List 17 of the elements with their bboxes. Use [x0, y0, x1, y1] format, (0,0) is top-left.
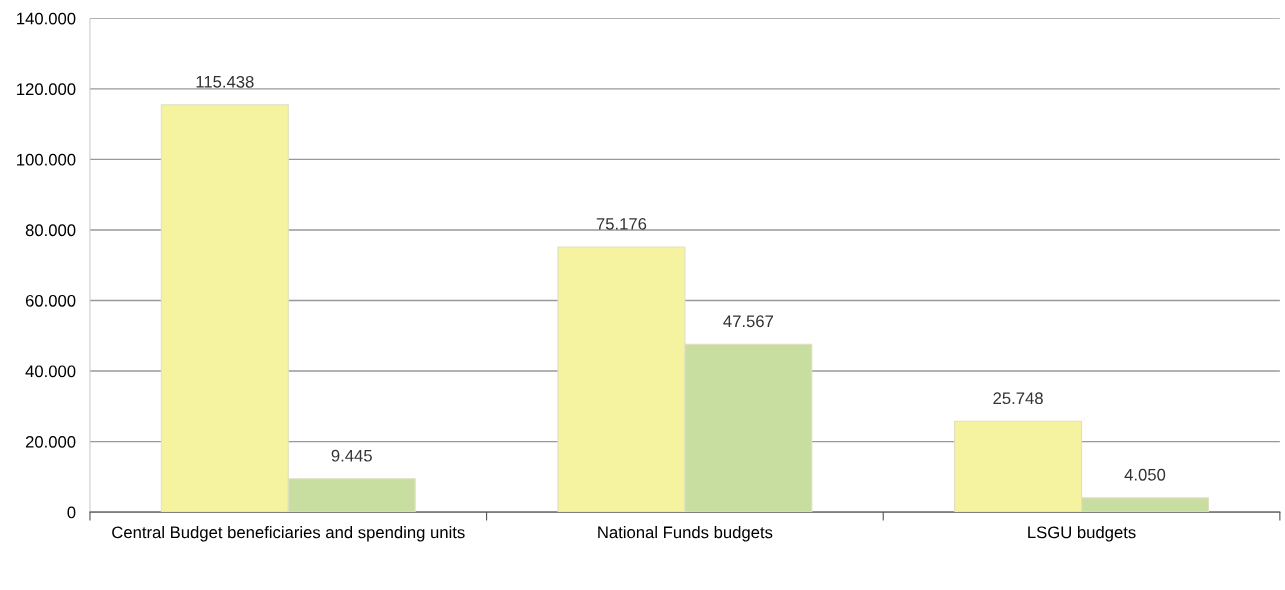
x-tick-label: Central Budget beneficiaries and spending units [112, 526, 465, 542]
x-tick-label: National Funds budgets [598, 526, 773, 542]
y-tick-label: 60.000 [25, 294, 76, 307]
data-label: 25.748 [993, 392, 1043, 405]
y-tick-label: 40.000 [25, 365, 76, 378]
x-tick-label: LSGU budgets [1028, 526, 1136, 542]
data-label: 115.438 [196, 75, 254, 88]
y-tick-label: 0 [67, 506, 76, 519]
y-tick-label: 120.000 [17, 83, 76, 96]
data-label: 4.050 [1124, 468, 1166, 481]
data-label: 9.445 [331, 449, 372, 462]
y-tick-label: 100.000 [17, 153, 76, 166]
y-tick-label: 80.000 [25, 224, 76, 237]
y-tick-label: 20.000 [25, 435, 76, 448]
data-label: 75.176 [596, 217, 647, 230]
y-tick-label: 140.000 [17, 12, 76, 25]
data-label: 47.567 [723, 315, 774, 328]
